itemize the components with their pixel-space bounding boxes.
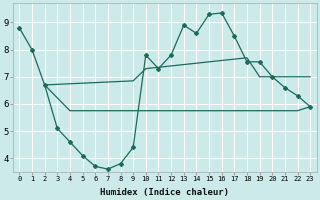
X-axis label: Humidex (Indice chaleur): Humidex (Indice chaleur)	[100, 188, 229, 197]
